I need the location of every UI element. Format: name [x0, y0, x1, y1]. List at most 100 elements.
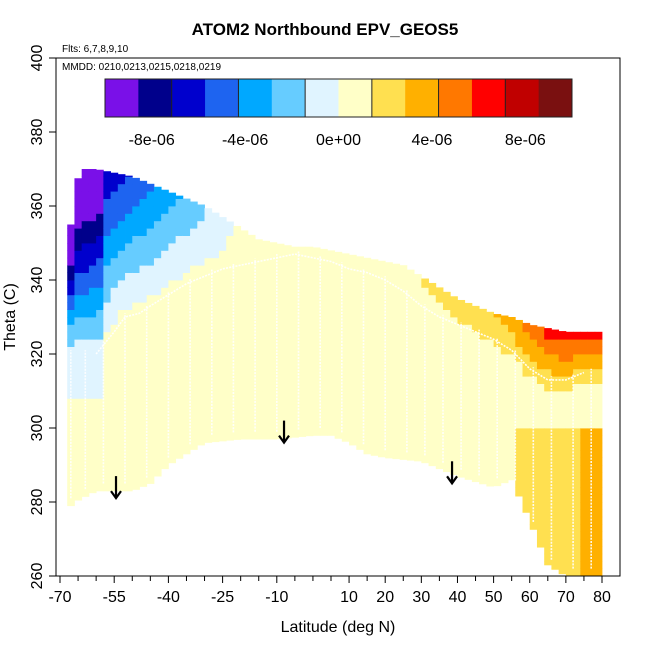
epv-cell — [74, 391, 83, 399]
epv-cell — [544, 442, 552, 451]
epv-cell — [125, 198, 133, 207]
epv-cell — [464, 457, 473, 466]
epv-cell — [161, 324, 169, 333]
epv-cell — [363, 257, 372, 266]
epv-cell — [240, 257, 249, 266]
epv-cell — [218, 235, 227, 244]
epv-cell — [168, 198, 177, 207]
epv-cell — [211, 228, 220, 236]
epv-cell — [327, 317, 336, 325]
epv-cell — [529, 354, 538, 362]
epv-cell — [414, 361, 422, 370]
epv-cell — [175, 383, 184, 392]
epv-cell — [565, 331, 574, 340]
epv-cell — [132, 257, 140, 266]
epv-cell — [435, 435, 444, 444]
epv-cell — [247, 265, 256, 273]
epv-cell — [392, 376, 401, 384]
epv-cell — [175, 428, 184, 436]
epv-cell — [428, 294, 437, 303]
epv-cell — [573, 413, 581, 421]
epv-cell — [284, 250, 292, 259]
epv-cell — [551, 539, 560, 547]
epv-cell — [88, 472, 97, 481]
epv-cell — [240, 294, 249, 303]
epv-cell — [298, 428, 307, 436]
epv-cell — [255, 317, 263, 325]
epv-cell — [399, 457, 408, 460]
epv-cell — [327, 346, 336, 355]
epv-cell — [269, 280, 278, 288]
epv-cell — [88, 376, 97, 384]
epv-cell — [153, 206, 162, 214]
epv-cell — [356, 354, 364, 362]
epv-cell — [450, 428, 458, 436]
epv-cell — [269, 331, 278, 340]
epv-cell — [153, 413, 162, 421]
epv-cell — [594, 494, 603, 503]
epv-cell — [544, 494, 552, 503]
epv-cell — [312, 324, 321, 333]
epv-cell — [298, 413, 307, 421]
epv-cell — [536, 502, 545, 510]
epv-cell — [88, 346, 97, 355]
epv-cell — [471, 368, 480, 377]
epv-cell — [284, 294, 292, 303]
epv-cell — [103, 435, 111, 444]
epv-cell — [443, 294, 451, 303]
epv-cell — [443, 317, 451, 325]
epv-cell — [594, 516, 603, 525]
epv-cell — [168, 243, 177, 251]
epv-cell — [551, 531, 560, 540]
epv-cell — [298, 398, 307, 407]
epv-cell — [479, 450, 487, 458]
epv-cell — [573, 509, 581, 518]
epv-cell — [96, 324, 104, 333]
epv-cell — [464, 368, 473, 377]
epv-cell — [218, 383, 227, 392]
epv-cell — [594, 376, 603, 384]
epv-cell — [226, 317, 234, 325]
epv-cell — [276, 391, 285, 399]
epv-cell — [443, 331, 451, 340]
epv-cell — [594, 472, 603, 481]
epv-cell — [218, 398, 227, 407]
epv-cell — [125, 331, 133, 340]
epv-cell — [247, 413, 256, 421]
epv-cell — [443, 405, 451, 414]
epv-cell — [399, 413, 408, 421]
epv-cell — [117, 198, 126, 207]
epv-cell — [233, 376, 242, 384]
epv-cell — [291, 368, 299, 377]
epv-cell — [500, 376, 509, 384]
epv-cell — [96, 272, 104, 281]
epv-cell — [132, 428, 140, 436]
colorbar-tick-label: 4e-06 — [411, 132, 452, 149]
epv-cell — [88, 302, 97, 310]
epv-cell — [74, 235, 83, 244]
epv-cell — [291, 257, 299, 266]
epv-cell — [117, 191, 126, 199]
epv-cell — [125, 294, 133, 303]
epv-cell — [435, 398, 444, 407]
epv-cell — [132, 250, 140, 259]
epv-cell — [443, 324, 451, 333]
epv-cell — [247, 398, 256, 407]
epv-cell — [580, 331, 588, 340]
epv-cell — [139, 354, 148, 362]
epv-cell — [341, 317, 350, 325]
epv-cell — [580, 568, 588, 576]
epv-cell — [349, 257, 357, 266]
epv-cell — [168, 324, 177, 333]
epv-cell — [312, 420, 321, 429]
epv-cell — [269, 361, 278, 370]
epv-cell — [269, 287, 278, 296]
epv-cell — [175, 376, 184, 384]
epv-cell — [479, 383, 487, 392]
epv-cell — [117, 250, 126, 259]
epv-cell — [558, 361, 567, 370]
epv-cell — [594, 442, 603, 451]
epv-cell — [515, 457, 523, 466]
epv-cell — [392, 413, 401, 421]
epv-cell — [471, 457, 480, 466]
